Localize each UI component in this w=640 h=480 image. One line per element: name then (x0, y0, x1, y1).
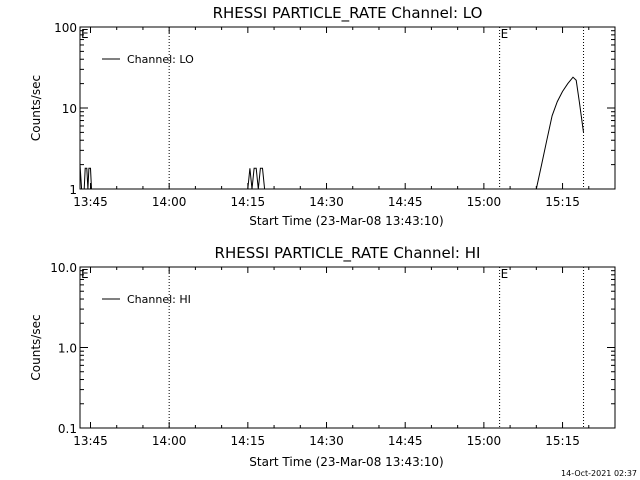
series-line (79, 164, 92, 190)
start-marker-label: E (81, 27, 89, 41)
series-line (535, 76, 584, 190)
series-line (247, 167, 267, 190)
x-tick-label: 15:00 (467, 195, 502, 209)
x-tick-label: 13:45 (73, 195, 108, 209)
y-axis-label: Counts/sec (29, 75, 43, 141)
x-tick-label: 14:00 (152, 195, 187, 209)
x-axis-label: Start Time (23-Mar-08 13:43:10) (249, 214, 443, 228)
y-tick-label: 1 (69, 183, 77, 197)
x-tick-label: 13:45 (73, 434, 108, 448)
x-tick-label: 14:00 (152, 434, 187, 448)
chart-title-1: RHESSI PARTICLE_RATE Channel: LO (213, 4, 483, 23)
y-tick-label: 10 (62, 102, 77, 116)
x-tick-label: 14:15 (231, 195, 266, 209)
y-tick-label: 0.1 (58, 422, 77, 436)
event-marker-label: E (501, 27, 509, 41)
legend-label: Channel: HI (127, 293, 191, 306)
plot-frame-2 (79, 266, 616, 429)
x-tick-label: 15:15 (545, 195, 580, 209)
x-tick-label: 14:45 (388, 195, 423, 209)
x-tick-label: 14:45 (388, 434, 423, 448)
footer-timestamp: 14-Oct-2021 02:37 (561, 469, 637, 478)
y-tick-label: 1.0 (58, 342, 77, 356)
y-axis-label: Counts/sec (29, 314, 43, 380)
x-tick-label: 14:30 (309, 434, 344, 448)
y-tick-label: 100 (54, 21, 77, 35)
chart-title-2: RHESSI PARTICLE_RATE Channel: HI (215, 244, 481, 263)
event-marker-label: E (501, 267, 509, 281)
x-axis-label: Start Time (23-Mar-08 13:43:10) (249, 455, 443, 469)
y-tick-label: 10.0 (50, 261, 77, 275)
x-tick-label: 14:15 (231, 434, 266, 448)
legend-label: Channel: LO (127, 53, 194, 66)
x-tick-label: 15:00 (467, 434, 502, 448)
x-tick-label: 14:30 (309, 195, 344, 209)
x-tick-label: 15:15 (545, 434, 580, 448)
start-marker-label: E (81, 267, 89, 281)
plot-frame-1 (79, 26, 616, 190)
